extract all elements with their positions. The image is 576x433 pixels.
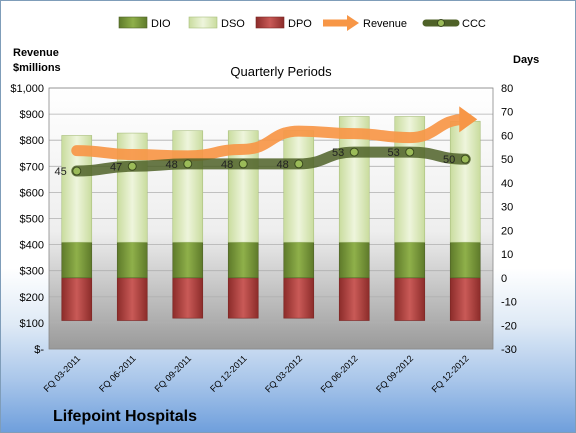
left-tick-label: $1,000 bbox=[10, 83, 44, 95]
legend-swatch bbox=[255, 16, 285, 29]
bar-dpo bbox=[394, 277, 426, 321]
right-tick-label: 20 bbox=[501, 225, 513, 237]
left-tick-label: $400 bbox=[20, 240, 44, 252]
ccc-point bbox=[127, 161, 137, 171]
ccc-point bbox=[460, 154, 470, 164]
bar-dpo bbox=[172, 277, 204, 319]
legend-swatch bbox=[437, 19, 445, 27]
right-tick-label: 50 bbox=[501, 154, 513, 166]
left-tick-label: $300 bbox=[20, 266, 44, 278]
bar-dpo bbox=[449, 277, 481, 321]
bar-dpo bbox=[61, 277, 93, 321]
bar-dio bbox=[338, 241, 370, 279]
bar-dpo bbox=[116, 277, 148, 321]
ccc-data-label: 53 bbox=[388, 147, 400, 159]
ccc-data-label: 48 bbox=[221, 159, 233, 171]
bar-dso bbox=[283, 130, 315, 243]
right-tick-label: -30 bbox=[501, 344, 517, 356]
ccc-data-label: 48 bbox=[166, 159, 178, 171]
ccc-point bbox=[238, 159, 248, 169]
left-tick-label: $700 bbox=[20, 161, 44, 173]
left-tick-label: $500 bbox=[20, 214, 44, 226]
category-tick-label: FQ 12-2012 bbox=[430, 353, 471, 394]
bar-dio bbox=[283, 241, 315, 279]
left-axis-label: $millions bbox=[13, 62, 61, 74]
ccc-point bbox=[294, 159, 304, 169]
plot-border bbox=[48, 87, 494, 350]
ccc-line bbox=[71, 146, 471, 177]
bar-dso bbox=[172, 130, 204, 243]
category-tick-label: FQ 12-2011 bbox=[208, 353, 249, 394]
legend-label: DIO bbox=[151, 18, 171, 30]
ccc-data-label: 53 bbox=[332, 147, 344, 159]
legend-swatch bbox=[347, 15, 359, 31]
right-tick-label: -10 bbox=[501, 297, 517, 309]
category-tick-label: FQ 03-2011 bbox=[42, 353, 83, 394]
left-tick-label: $- bbox=[34, 344, 44, 356]
bar-dio bbox=[116, 241, 148, 279]
bar-dpo bbox=[227, 277, 259, 319]
category-tick-label: FQ 09-2012 bbox=[374, 353, 415, 394]
category-tick-label: FQ 09-2011 bbox=[153, 353, 194, 394]
category-tick-label: FQ 06-2011 bbox=[97, 353, 138, 394]
left-tick-label: $900 bbox=[20, 109, 44, 121]
right-tick-label: 80 bbox=[501, 83, 513, 95]
left-tick-label: $600 bbox=[20, 187, 44, 199]
bar-dso bbox=[449, 120, 481, 243]
ccc-data-label: 47 bbox=[110, 161, 122, 173]
bar-dio bbox=[394, 241, 426, 279]
legend-label: Revenue bbox=[363, 18, 407, 30]
company-name: Lifepoint Hospitals bbox=[53, 408, 197, 425]
revenue-line bbox=[71, 113, 471, 162]
right-axis-label: Days bbox=[513, 54, 539, 66]
right-tick-label: 10 bbox=[501, 249, 513, 261]
category-tick-label: FQ 06-2012 bbox=[319, 353, 360, 394]
right-tick-label: 30 bbox=[501, 202, 513, 214]
right-tick-label: 60 bbox=[501, 130, 513, 142]
left-tick-label: $100 bbox=[20, 318, 44, 330]
legend-label: CCC bbox=[462, 18, 486, 30]
bar-dio bbox=[61, 241, 93, 279]
ccc-point bbox=[183, 159, 193, 169]
bar-dpo bbox=[283, 277, 315, 319]
left-tick-label: $200 bbox=[20, 292, 44, 304]
category-tick-label: FQ 03-2012 bbox=[263, 353, 304, 394]
ccc-data-label: 45 bbox=[55, 166, 67, 178]
legend-swatch bbox=[188, 16, 218, 29]
left-axis-label: Revenue bbox=[13, 47, 59, 59]
ccc-point bbox=[405, 147, 415, 157]
ccc-data-label: 50 bbox=[443, 154, 455, 166]
legend-label: DPO bbox=[288, 18, 312, 30]
bar-dpo bbox=[338, 277, 370, 321]
right-tick-label: 40 bbox=[501, 178, 513, 190]
legend-swatch bbox=[118, 16, 148, 29]
ccc-point bbox=[349, 147, 359, 157]
revenue-arrow bbox=[459, 106, 478, 133]
bar-dio bbox=[227, 241, 259, 279]
right-tick-label: -20 bbox=[501, 320, 517, 332]
chart-title: Quarterly Periods bbox=[230, 64, 332, 79]
right-tick-label: 70 bbox=[501, 107, 513, 119]
legend-label: DSO bbox=[221, 18, 245, 30]
left-tick-label: $800 bbox=[20, 135, 44, 147]
right-tick-label: 0 bbox=[501, 273, 507, 285]
legend: DIO DSO DPO Revenue CCC bbox=[118, 15, 486, 31]
ccc-data-label: 48 bbox=[277, 159, 289, 171]
ccc-point bbox=[72, 166, 82, 176]
bar-dio bbox=[449, 241, 481, 279]
bar-dio bbox=[172, 241, 204, 279]
